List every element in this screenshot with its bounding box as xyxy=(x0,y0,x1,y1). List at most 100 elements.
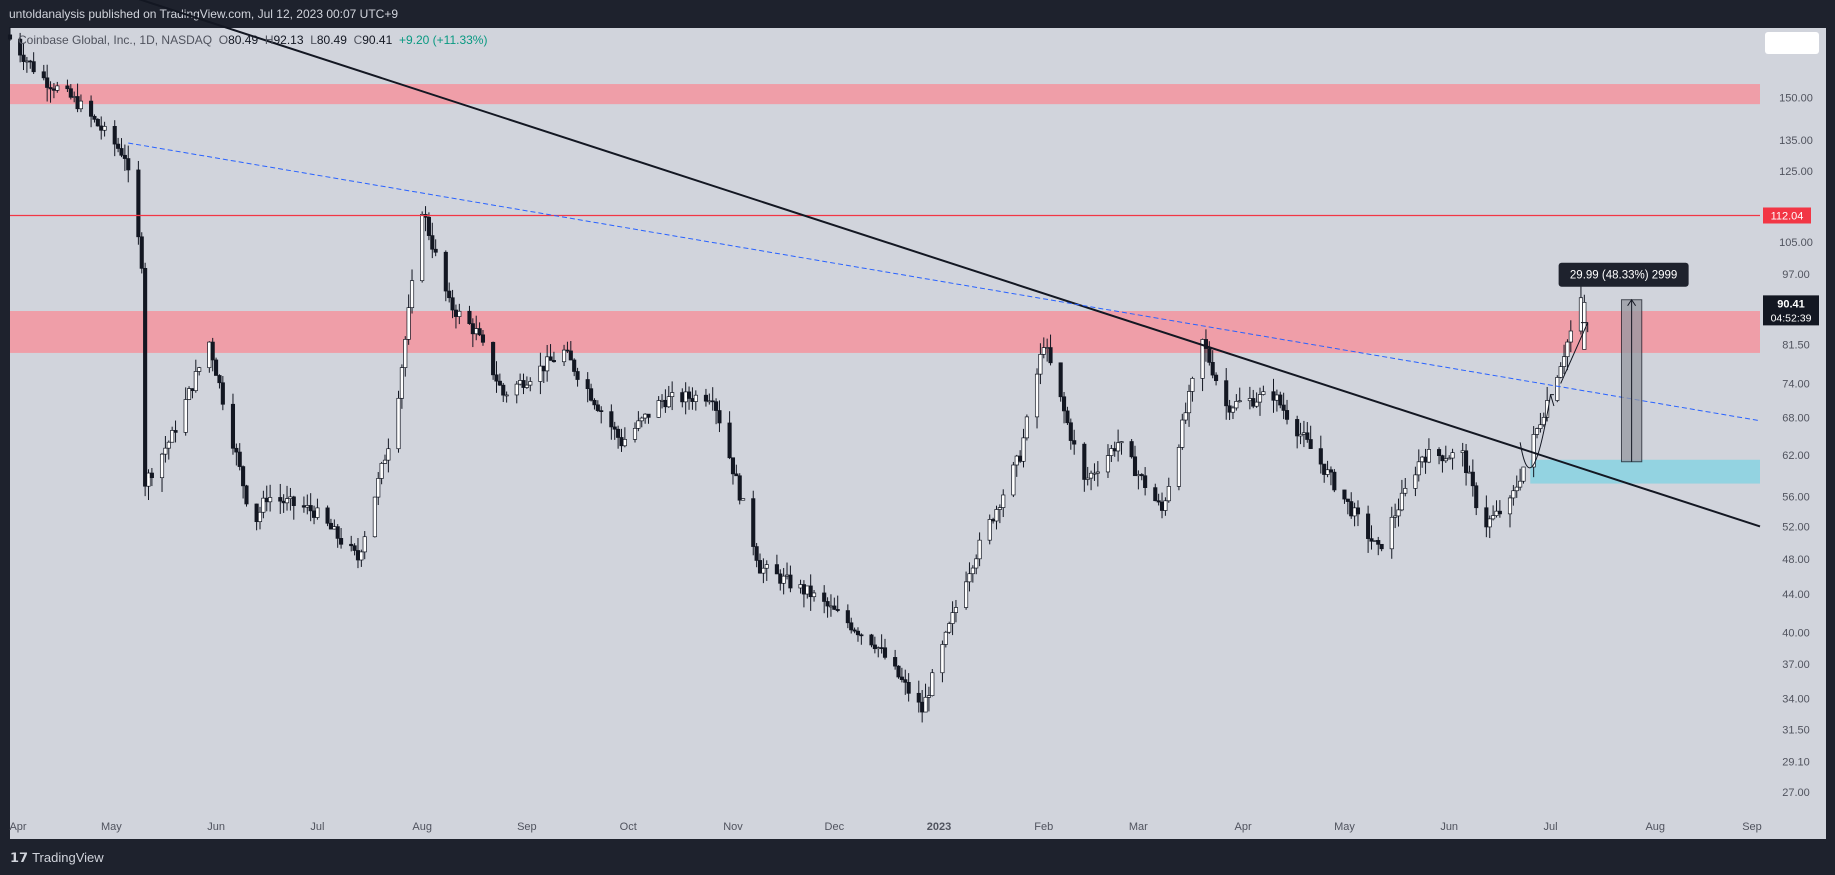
candle-body xyxy=(7,34,13,40)
candle-body xyxy=(1281,404,1286,411)
zone-2 xyxy=(1530,459,1760,484)
candle-body xyxy=(896,665,901,678)
candle-body xyxy=(926,695,931,698)
footer-brand: TradingView xyxy=(32,850,104,865)
y-tick-label: 97.00 xyxy=(1782,269,1810,281)
candle-body xyxy=(680,392,685,403)
candle-body xyxy=(855,630,861,636)
candle-body xyxy=(78,100,83,110)
y-tick-label: 40.00 xyxy=(1782,628,1810,640)
candle-body xyxy=(646,413,651,418)
candle-body xyxy=(1423,456,1428,463)
candle-body xyxy=(480,334,486,343)
candle-body xyxy=(1018,455,1023,462)
candle-body xyxy=(220,382,225,405)
candle-body xyxy=(1021,437,1026,462)
y-tick-label: 105.00 xyxy=(1779,237,1813,249)
candle-body xyxy=(1328,469,1333,473)
candle-body xyxy=(930,672,935,696)
candle-body xyxy=(504,394,509,397)
candle-body xyxy=(920,701,925,713)
candle-body xyxy=(1464,450,1469,474)
candle-body xyxy=(349,543,354,547)
candle-body xyxy=(217,375,222,384)
low-value: 80.49 xyxy=(316,33,347,47)
candle-body xyxy=(1420,456,1425,463)
chart-panel[interactable] xyxy=(10,28,1826,839)
candle-body xyxy=(1416,461,1421,476)
candle-body xyxy=(1325,469,1330,475)
candle-body xyxy=(1092,472,1097,475)
candle-body xyxy=(514,383,519,396)
candle-body xyxy=(882,647,888,658)
candle-body xyxy=(18,38,23,56)
candle-body xyxy=(1163,500,1168,511)
candle-body xyxy=(987,519,992,541)
candle-body xyxy=(89,100,94,117)
candle-body xyxy=(403,339,408,368)
candle-body xyxy=(254,503,259,523)
candle-body xyxy=(562,349,567,363)
candle-body xyxy=(1139,474,1144,477)
y-tick-label: 44.00 xyxy=(1782,589,1810,601)
candle-body xyxy=(1467,471,1472,474)
candle-body xyxy=(359,551,364,561)
candle-body xyxy=(1521,466,1526,482)
candle-body xyxy=(1474,485,1479,509)
candle-body xyxy=(1065,410,1070,424)
candle-body xyxy=(1187,391,1192,414)
high-value: 92.13 xyxy=(273,33,304,47)
candle-body xyxy=(173,430,178,433)
top-right-box[interactable] xyxy=(1765,32,1819,54)
candle-body xyxy=(1159,501,1165,511)
candle-body xyxy=(1112,448,1117,452)
candle-body xyxy=(1332,471,1337,491)
candle-body xyxy=(1440,455,1445,462)
y-tick-label: 29.10 xyxy=(1782,757,1810,769)
candle-body xyxy=(339,538,344,545)
candle-body xyxy=(210,341,215,361)
candle-body xyxy=(703,394,708,402)
candle-body xyxy=(426,216,431,236)
candle-body xyxy=(1072,440,1077,445)
candle-body xyxy=(214,359,219,376)
candle-body xyxy=(754,546,759,561)
candle-body xyxy=(589,388,594,401)
candle-body xyxy=(1538,424,1543,429)
zone-0 xyxy=(10,84,1760,105)
x-tick-label: Sep xyxy=(1742,821,1762,833)
candle-body xyxy=(1234,401,1239,409)
candle-body xyxy=(585,379,590,390)
candle-body xyxy=(102,126,107,131)
candle-body xyxy=(1109,448,1114,456)
candle-body xyxy=(950,612,955,624)
candle-body xyxy=(497,380,502,386)
candle-body xyxy=(828,605,833,608)
candle-body xyxy=(1034,373,1040,418)
solid-trendline xyxy=(138,0,1761,528)
candle-body xyxy=(1203,339,1208,349)
candle-body xyxy=(1413,474,1418,489)
candle-body xyxy=(308,505,313,512)
candle-body xyxy=(1210,362,1215,376)
candle-body xyxy=(947,623,952,633)
candle-body xyxy=(707,400,712,403)
candle-body xyxy=(474,328,479,335)
candle-body xyxy=(45,77,50,88)
candle-body xyxy=(1531,434,1536,468)
candle-body xyxy=(1389,516,1394,550)
candle-body xyxy=(953,607,958,613)
candle-body xyxy=(1284,410,1290,420)
last-price-tag xyxy=(1763,295,1819,326)
candle-body xyxy=(541,365,546,372)
candle-body xyxy=(95,119,100,127)
candle-body xyxy=(599,410,604,412)
candle-body xyxy=(1001,494,1006,508)
close-label: C xyxy=(353,33,363,47)
candle-body xyxy=(612,426,617,430)
candle-body xyxy=(122,154,127,159)
x-tick-label: Feb xyxy=(1034,821,1053,833)
candle-body xyxy=(376,478,381,498)
candle-body xyxy=(1038,354,1043,375)
